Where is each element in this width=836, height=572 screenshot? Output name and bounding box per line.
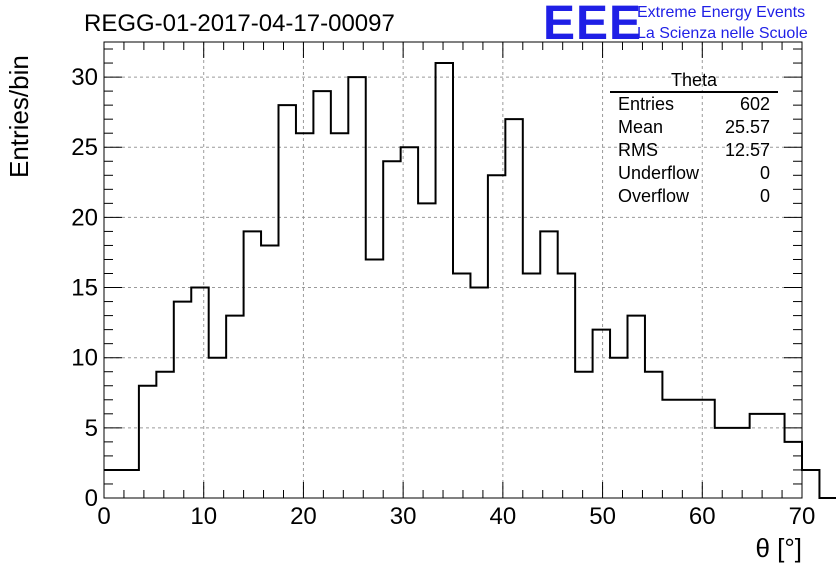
stats-label: Underflow	[618, 163, 700, 183]
stats-row-entries: Entries 602	[610, 93, 778, 116]
x-tick-label: 20	[290, 503, 317, 530]
stats-row-overflow: Overflow 0	[610, 185, 778, 208]
stats-value: 602	[739, 94, 770, 114]
logo-line-2: La Scienza nelle Scuole	[637, 25, 808, 42]
x-tick-label: 60	[689, 503, 716, 530]
x-tick-label: 0	[97, 503, 110, 530]
y-tick-label: 15	[71, 275, 98, 302]
y-tick-label: 30	[71, 64, 98, 91]
x-tick-label: 40	[490, 503, 517, 530]
stats-label: Mean	[618, 117, 664, 137]
stats-value: 0	[759, 163, 770, 183]
x-tick-label: 70	[789, 503, 816, 530]
stats-box: Theta Entries 602 Mean 25.57 RMS 12.57 U…	[610, 70, 778, 208]
x-tick-label: 30	[390, 503, 417, 530]
stats-row-underflow: Underflow 0	[610, 162, 778, 185]
y-tick-label: 10	[71, 345, 98, 372]
stats-value: 12.57	[724, 140, 770, 160]
y-axis-label: Entries/bin	[4, 55, 34, 178]
stats-row-rms: RMS 12.57	[610, 139, 778, 162]
histogram-line	[104, 62, 836, 499]
chart-title: REGG-01-2017-04-17-00097	[84, 10, 395, 37]
y-tick-label: 0	[85, 485, 98, 512]
stats-label: Overflow	[618, 186, 690, 206]
y-tick-label: 5	[85, 415, 98, 442]
x-tick-label: 10	[190, 503, 217, 530]
plot-frame	[103, 41, 803, 499]
x-tick-label: 50	[589, 503, 616, 530]
stats-row-mean: Mean 25.57	[610, 116, 778, 139]
stats-value: 0	[759, 186, 770, 206]
eee-logo: EEE	[543, 0, 643, 50]
logo-line-1: Extreme Energy Events	[637, 4, 806, 21]
stats-label: Entries	[618, 94, 675, 114]
stats-value: 25.57	[724, 117, 770, 137]
y-tick-label: 25	[71, 134, 98, 161]
stats-label: RMS	[618, 140, 658, 160]
y-tick-label: 20	[71, 204, 98, 231]
x-axis-label: θ [°]	[755, 533, 802, 563]
stats-title: Theta	[610, 70, 778, 93]
